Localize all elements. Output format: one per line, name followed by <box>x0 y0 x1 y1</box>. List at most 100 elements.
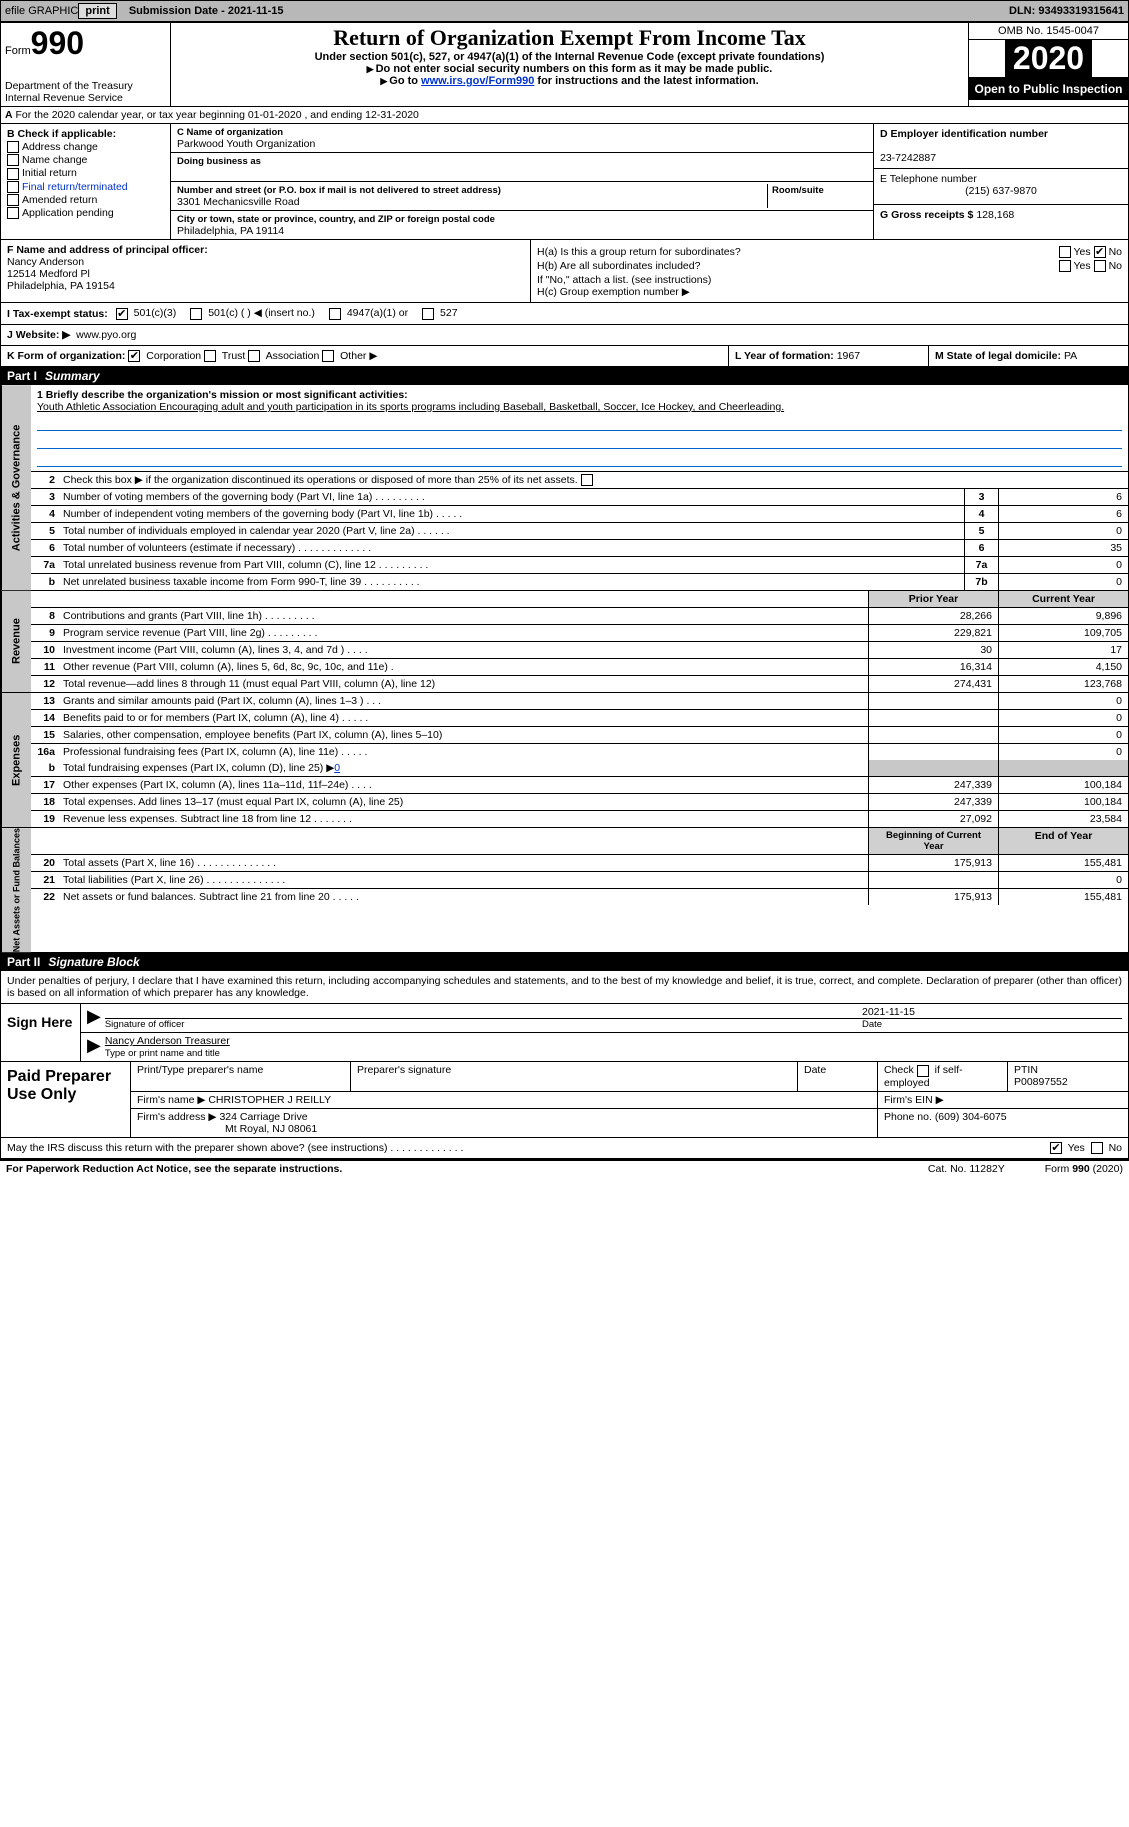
checkbox-initial[interactable] <box>7 168 19 180</box>
hc-label: H(c) Group exemption number ▶ <box>537 286 1122 298</box>
checkbox-self-employed[interactable] <box>917 1065 929 1077</box>
vlabel-revenue: Revenue <box>1 591 31 692</box>
opt-501c3: 501(c)(3) <box>134 307 177 319</box>
checkbox-app-pending[interactable] <box>7 207 19 219</box>
checkbox-hb-yes[interactable] <box>1059 260 1071 272</box>
hb-no: No <box>1109 260 1122 272</box>
tax-year: 2020 <box>1005 40 1092 77</box>
org-name: Parkwood Youth Organization <box>177 138 315 150</box>
prior-year-header: Prior Year <box>868 591 998 607</box>
end-header: End of Year <box>998 828 1128 854</box>
street-label: Number and street (or P.O. box if mail i… <box>177 185 501 196</box>
footer-form-num: 990 <box>1072 1163 1090 1175</box>
line-prior <box>868 872 998 888</box>
checkbox-final[interactable] <box>7 181 19 193</box>
firm-name: CHRISTOPHER J REILLY <box>208 1094 331 1106</box>
label-addr-change: Address change <box>22 141 98 153</box>
line-curr: 0 <box>998 727 1128 743</box>
line-num: 5 <box>31 523 59 539</box>
opt-corp: Corporation <box>146 350 201 362</box>
checkbox-name-change[interactable] <box>7 154 19 166</box>
firm-addr2: Mt Royal, NJ 08061 <box>225 1123 317 1135</box>
footer-form-pre: Form <box>1045 1163 1072 1175</box>
line-prior <box>868 693 998 709</box>
footer: For Paperwork Reduction Act Notice, see … <box>0 1161 1129 1177</box>
paid-title: Paid Preparer Use Only <box>1 1062 131 1136</box>
checkbox-trust[interactable] <box>204 350 216 362</box>
col-h: H(a) Is this a group return for subordin… <box>531 240 1128 302</box>
l-label: L Year of formation: <box>735 350 834 362</box>
checkbox-line2[interactable] <box>581 474 593 486</box>
k-label: K Form of organization: <box>7 350 125 362</box>
ptin-value: P00897552 <box>1014 1076 1068 1088</box>
ha-yes: Yes <box>1074 246 1091 258</box>
opt-other: Other ▶ <box>340 350 377 362</box>
checkbox-assoc[interactable] <box>248 350 260 362</box>
line-desc: Total revenue—add lines 8 through 11 (mu… <box>59 676 868 692</box>
label-initial: Initial return <box>22 167 77 179</box>
line-box: 4 <box>964 506 998 522</box>
vlabel-governance: Activities & Governance <box>1 385 31 590</box>
checkbox-ha-no[interactable] <box>1094 246 1106 258</box>
line-desc: Total expenses. Add lines 13–17 (must eq… <box>59 794 868 810</box>
goto-link[interactable]: www.irs.gov/Form990 <box>421 75 534 87</box>
checkbox-corp[interactable] <box>128 350 140 362</box>
line-num: 7a <box>31 557 59 573</box>
open-inspection: Open to Public Inspection <box>969 78 1128 100</box>
irs-no: No <box>1109 1142 1122 1154</box>
line-num: 12 <box>31 676 59 692</box>
print-button[interactable]: print <box>78 3 116 19</box>
checkbox-irs-no[interactable] <box>1091 1142 1103 1154</box>
officer-print-label: Type or print name and title <box>105 1048 220 1059</box>
officer-city: Philadelphia, PA 19154 <box>7 280 115 292</box>
ptin-header: PTIN <box>1014 1064 1038 1076</box>
line-num: 9 <box>31 625 59 641</box>
line-val: 35 <box>998 540 1128 556</box>
checkbox-501c3[interactable] <box>116 308 128 320</box>
sig-arrow-icon: ▶ <box>87 1006 101 1030</box>
line-prior <box>868 727 998 743</box>
may-irs-text: May the IRS discuss this return with the… <box>7 1142 463 1154</box>
irs-yes: Yes <box>1068 1142 1085 1154</box>
firm-name-label: Firm's name ▶ <box>137 1094 205 1106</box>
line-curr: 0 <box>998 710 1128 726</box>
line-box: 6 <box>964 540 998 556</box>
efile-label: efile GRAPHIC <box>5 5 78 17</box>
line-val: 0 <box>998 557 1128 573</box>
opt-501c: 501(c) ( ) ◀ (insert no.) <box>208 307 315 319</box>
line-num: 20 <box>31 855 59 871</box>
line-prior: 27,092 <box>868 811 998 827</box>
line-prior: 175,913 <box>868 889 998 905</box>
beginning-header: Beginning of Current Year <box>868 828 998 854</box>
checkbox-hb-no[interactable] <box>1094 260 1106 272</box>
phone-value: (215) 637-9870 <box>880 185 1122 197</box>
checkbox-ha-yes[interactable] <box>1059 246 1071 258</box>
hb-note: If "No," attach a list. (see instruction… <box>537 274 1122 286</box>
line-num: 8 <box>31 608 59 624</box>
l-value: 1967 <box>837 350 860 362</box>
line16b-num: b <box>31 760 59 776</box>
ein-label: D Employer identification number <box>880 128 1048 140</box>
prep-name-header: Print/Type preparer's name <box>131 1062 351 1090</box>
checkbox-addr-change[interactable] <box>7 141 19 153</box>
line-prior: 229,821 <box>868 625 998 641</box>
ha-no: No <box>1109 246 1122 258</box>
checkbox-501c[interactable] <box>190 308 202 320</box>
line-num: b <box>31 574 59 590</box>
checkbox-4947[interactable] <box>329 308 341 320</box>
prep-date-header: Date <box>798 1062 878 1090</box>
header: Form990 Department of the Treasury Inter… <box>1 23 1128 107</box>
checkbox-other[interactable] <box>322 350 334 362</box>
firm-addr1: 324 Carriage Drive <box>219 1111 307 1123</box>
part2-declaration: Under penalties of perjury, I declare th… <box>1 971 1128 1004</box>
line-desc: Total liabilities (Part X, line 26) . . … <box>59 872 868 888</box>
checkbox-irs-yes[interactable] <box>1050 1142 1062 1154</box>
col-d: D Employer identification number23-72428… <box>873 124 1128 239</box>
checkbox-amended[interactable] <box>7 194 19 206</box>
line-desc: Total assets (Part X, line 16) . . . . .… <box>59 855 868 871</box>
line-prior: 247,339 <box>868 794 998 810</box>
checkbox-527[interactable] <box>422 308 434 320</box>
line-val: 0 <box>998 574 1128 590</box>
city-value: Philadelphia, PA 19114 <box>177 225 284 237</box>
line-num: 15 <box>31 727 59 743</box>
